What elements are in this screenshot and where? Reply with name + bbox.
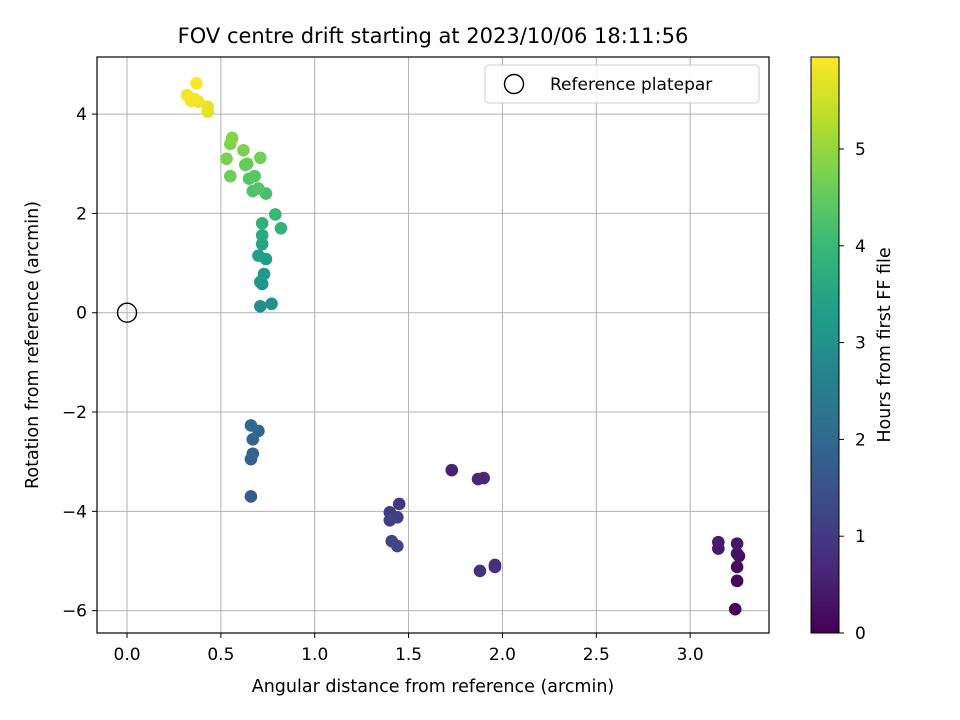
data-point [274,222,288,235]
x-tick-label: 1.0 [301,645,328,665]
data-point [730,560,744,574]
colorbar-tick-label: 2 [855,430,866,450]
data-point [190,77,203,90]
x-tick-label: 0.5 [207,645,234,665]
reference-platepar-marker [116,302,138,323]
data-point [225,131,239,145]
data-point [201,100,215,113]
data-point [252,182,265,195]
chart-title: FOV centre drift starting at 2023/10/06 … [178,24,689,48]
data-point [180,88,194,102]
colorbar-tick-label: 3 [855,334,866,354]
data-point [237,144,250,157]
data-point [244,419,258,432]
legend-box [484,64,760,104]
data-point [255,217,269,230]
colorbar-label: Hours from first FF file [875,247,895,442]
data-point [383,513,397,527]
data-point [391,539,404,553]
y-axis-label: Rotation from reference (arcmin) [23,201,43,489]
data-point [248,169,261,183]
x-tick-label: 2.0 [489,645,516,665]
y-tick-label: 0 [76,304,87,324]
data-point [244,490,258,503]
data-points [180,77,746,616]
legend-entry-reference: Reference platepar [550,75,712,95]
y-tick-label: −4 [62,502,87,522]
data-point [269,208,282,221]
data-point [712,535,725,549]
data-point [728,602,742,616]
data-point [246,447,260,461]
colorbar-gradient [810,56,840,634]
colorbar-tick-label: 4 [855,237,866,257]
data-point [255,237,269,251]
data-point [730,537,744,550]
colorbar-tick-label: 0 [855,624,866,644]
y-tick-label: 2 [76,204,87,224]
y-tick-label: 4 [76,105,87,125]
data-point [255,228,269,242]
legend: Reference platepar [484,64,760,104]
legend-reference-marker [503,73,525,95]
data-point [257,267,271,281]
x-tick-label: 1.5 [395,645,422,665]
y-tick-label: −2 [62,403,87,423]
data-point [240,157,254,171]
data-point [252,249,265,262]
colorbar-ticks: 0 1 2 3 4 5 [839,140,866,644]
x-tick-label: 2.5 [583,645,610,665]
reference-marker-group [116,302,138,323]
data-point [254,151,267,165]
x-tick-label: 0.0 [114,645,141,665]
colorbar-tick-label: 5 [855,140,866,160]
x-tick-label: 3.0 [677,645,704,665]
x-axis-ticks: 0.0 0.5 1.0 1.5 2.0 2.5 3.0 [114,633,704,665]
plot-frame [96,56,770,634]
data-point [730,547,744,560]
data-point [265,297,278,311]
data-point [488,560,502,574]
y-tick-label: −6 [62,602,87,622]
data-point [730,574,744,588]
x-axis-label: Angular distance from reference (arcmin) [252,677,615,697]
data-point [392,497,406,511]
data-point [220,152,233,166]
data-point [477,471,490,485]
grid-lines [97,57,769,633]
data-point [473,564,487,578]
data-point [445,463,459,477]
y-axis-ticks: −6 −4 −2 0 2 4 [62,105,97,622]
colorbar: 0 1 2 3 4 5 Hours from first FF file [810,56,895,644]
data-point [223,169,237,183]
colorbar-tick-label: 1 [855,527,866,547]
data-point [254,299,267,313]
